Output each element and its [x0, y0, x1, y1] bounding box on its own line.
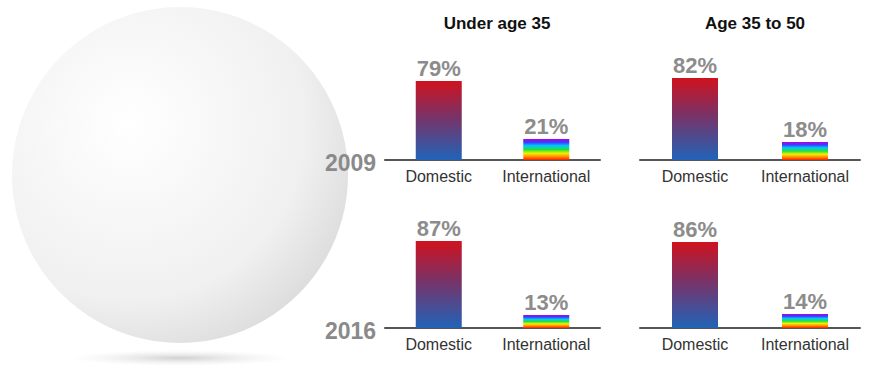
svg-text:Domestic: Domestic: [405, 168, 472, 185]
svg-text:2016: 2016: [325, 318, 376, 344]
svg-text:86%: 86%: [673, 217, 717, 242]
svg-text:International: International: [761, 168, 849, 185]
svg-text:International: International: [502, 168, 590, 185]
svg-text:Domestic: Domestic: [405, 336, 472, 353]
svg-text:International: International: [761, 336, 849, 353]
svg-text:79%: 79%: [417, 56, 461, 81]
svg-text:13%: 13%: [524, 290, 568, 315]
svg-text:21%: 21%: [524, 114, 568, 139]
svg-text:Under age 35: Under age 35: [444, 14, 551, 33]
svg-text:82%: 82%: [673, 53, 717, 78]
svg-text:2009: 2009: [325, 150, 376, 176]
svg-text:18%: 18%: [783, 117, 827, 142]
svg-text:Domestic: Domestic: [662, 168, 729, 185]
svg-text:Age 35 to 50: Age 35 to 50: [705, 14, 805, 33]
svg-text:14%: 14%: [783, 289, 827, 314]
svg-text:International: International: [502, 336, 590, 353]
svg-text:Domestic: Domestic: [662, 336, 729, 353]
svg-text:87%: 87%: [417, 216, 461, 241]
